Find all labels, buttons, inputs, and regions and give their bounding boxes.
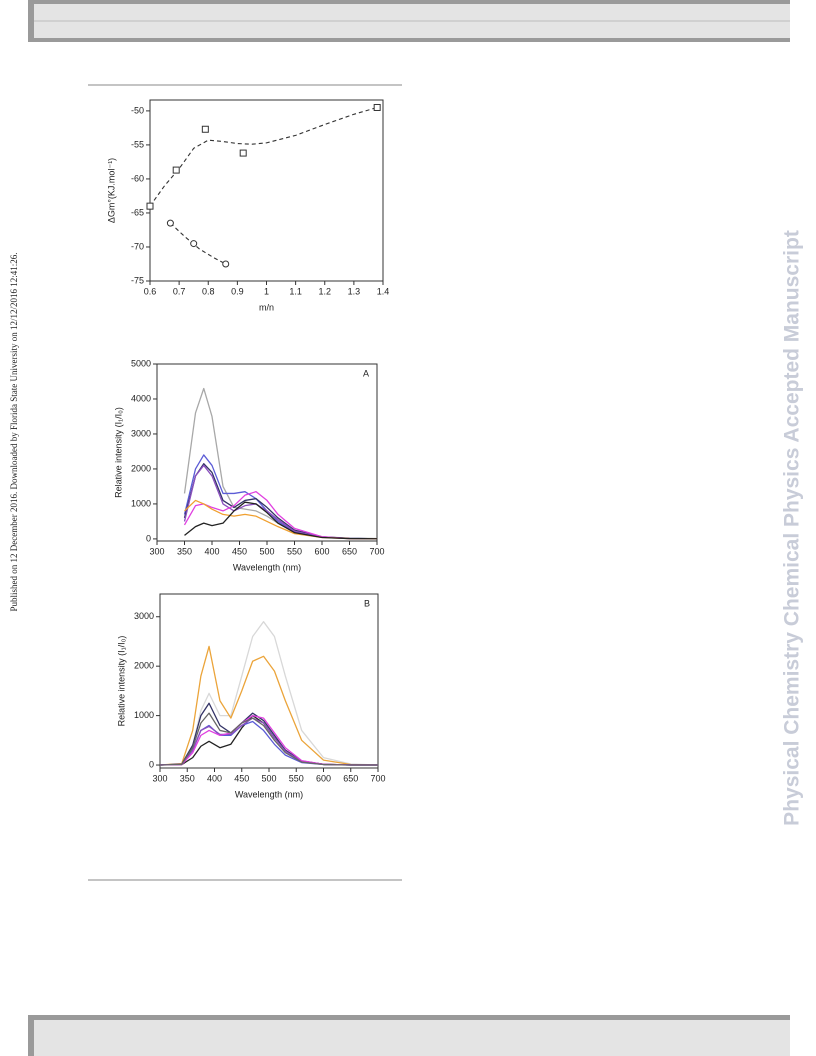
x-tick-label: 350 bbox=[180, 773, 195, 783]
y-tick-label: 5000 bbox=[131, 358, 151, 368]
spectrum-line bbox=[183, 491, 378, 540]
x-tick-label: 450 bbox=[234, 773, 249, 783]
x-tick-label: 0.7 bbox=[173, 286, 186, 296]
y-tick-label: 0 bbox=[146, 533, 151, 543]
y-tick-label: 4000 bbox=[131, 393, 151, 403]
point bbox=[239, 149, 247, 157]
x-tick-label: 500 bbox=[259, 546, 274, 556]
x-tick-label: 1.3 bbox=[348, 286, 361, 296]
point bbox=[373, 103, 381, 111]
x-tick-label: 700 bbox=[369, 546, 384, 556]
x-tick-label: 450 bbox=[232, 546, 247, 556]
point bbox=[146, 202, 154, 210]
spectrum-line bbox=[159, 712, 378, 766]
point bbox=[201, 125, 209, 133]
x-tick-label: 1 bbox=[264, 286, 269, 296]
y-tick-label: 1000 bbox=[131, 498, 151, 508]
point bbox=[166, 219, 174, 227]
x-tick-label: 600 bbox=[316, 773, 331, 783]
spectrum-line bbox=[159, 714, 378, 766]
y-axis-label: Relative intensity (I₁/I₀) bbox=[113, 407, 123, 498]
x-tick-label: 0.6 bbox=[144, 286, 157, 296]
y-tick-label: -60 bbox=[131, 173, 144, 183]
footer-inner bbox=[34, 1020, 790, 1056]
y-tick-label: 3000 bbox=[131, 428, 151, 438]
panel-label: B bbox=[364, 598, 370, 608]
fit-curve bbox=[149, 106, 378, 207]
spectrum-line bbox=[159, 621, 379, 766]
point bbox=[172, 166, 180, 174]
x-tick-label: 1.2 bbox=[318, 286, 331, 296]
y-axis-label: ΔGm°(KJ.mol⁻¹) bbox=[106, 158, 116, 223]
spectrum-line bbox=[183, 454, 378, 540]
y-tick-label: -70 bbox=[131, 241, 144, 251]
x-axis-label: Wavelength (nm) bbox=[233, 562, 301, 572]
spectrum-line bbox=[159, 702, 378, 766]
y-tick-label: 2000 bbox=[131, 463, 151, 473]
x-axis-label: Wavelength (nm) bbox=[235, 789, 303, 799]
x-tick-label: 0.8 bbox=[202, 286, 215, 296]
y-tick-label: 1000 bbox=[134, 710, 154, 720]
x-tick-label: 500 bbox=[261, 773, 276, 783]
x-tick-label: 1.4 bbox=[377, 286, 390, 296]
x-axis-label: m/n bbox=[259, 302, 274, 312]
x-tick-label: 650 bbox=[342, 546, 357, 556]
x-tick-label: 300 bbox=[149, 546, 164, 556]
point bbox=[190, 240, 198, 248]
y-tick-label: 2000 bbox=[134, 661, 154, 671]
x-tick-label: 650 bbox=[343, 773, 358, 783]
watermark: Physical Chemistry Chemical Physics Acce… bbox=[781, 230, 804, 826]
plot-frame bbox=[149, 99, 384, 282]
y-tick-label: -75 bbox=[131, 275, 144, 285]
x-tick-label: 350 bbox=[177, 546, 192, 556]
x-tick-label: 400 bbox=[207, 773, 222, 783]
fit-curve bbox=[170, 222, 226, 265]
x-tick-label: 600 bbox=[314, 546, 329, 556]
x-tick-label: 400 bbox=[204, 546, 219, 556]
y-tick-label: -50 bbox=[131, 105, 144, 115]
y-axis-label: Relative intensity (I₁/I₀) bbox=[116, 636, 126, 727]
x-tick-label: 1.1 bbox=[289, 286, 302, 296]
y-tick-label: -55 bbox=[131, 139, 144, 149]
x-tick-label: 0.9 bbox=[231, 286, 244, 296]
plot-frame bbox=[159, 593, 379, 769]
x-tick-label: 300 bbox=[152, 773, 167, 783]
spectrum-line bbox=[159, 714, 378, 766]
y-tick-label: -65 bbox=[131, 207, 144, 217]
panel-label: A bbox=[363, 368, 369, 378]
side-note: Published on 12 December 2016. Downloade… bbox=[9, 253, 19, 612]
x-tick-label: 550 bbox=[289, 773, 304, 783]
y-tick-label: 3000 bbox=[134, 611, 154, 621]
spectrum-line bbox=[184, 501, 378, 540]
spectrum-line bbox=[159, 645, 379, 766]
point bbox=[222, 260, 230, 268]
x-tick-label: 700 bbox=[370, 773, 385, 783]
y-tick-label: 0 bbox=[149, 759, 154, 769]
x-tick-label: 550 bbox=[287, 546, 302, 556]
